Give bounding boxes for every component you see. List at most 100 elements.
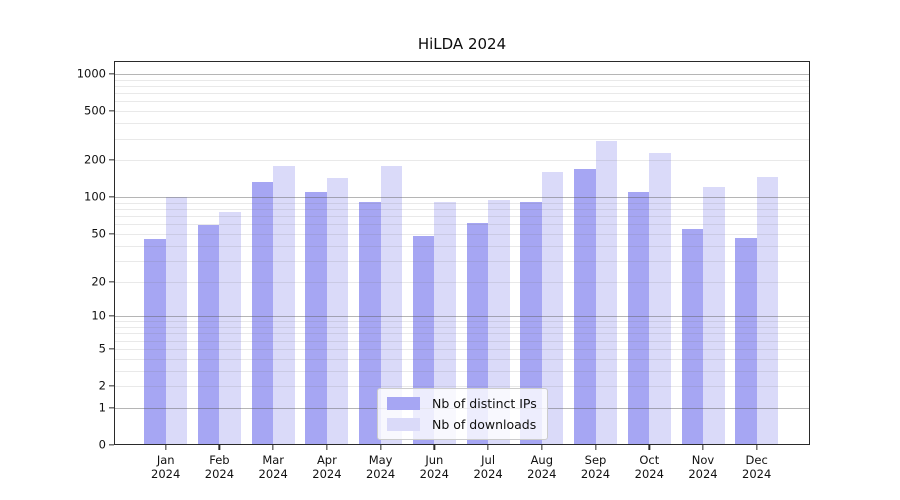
bar-distinct-ips-0 [144, 239, 166, 445]
gridline-90 [114, 202, 810, 204]
gridline-70 [114, 216, 810, 217]
gridline-20 [114, 281, 810, 283]
legend-item-distinct-ips: Nb of distinct IPs [387, 396, 537, 411]
bar-downloads-8 [595, 141, 618, 445]
bar-distinct-ips-7 [520, 201, 542, 445]
x-tick-mark-11 [756, 445, 758, 450]
x-tick-label-0: Jan 2024 [151, 453, 181, 481]
gridline-5 [114, 348, 810, 350]
y-tick-mark-200 [109, 159, 114, 161]
bar-downloads-1 [219, 212, 241, 445]
gridline-800 [114, 85, 810, 87]
gridline-80 [114, 209, 810, 210]
gridline-1000 [114, 73, 810, 75]
y-tick-mark-50 [109, 233, 114, 235]
bar-downloads-7 [541, 172, 564, 445]
legend-swatch-downloads [387, 418, 420, 431]
gridline-300 [114, 138, 810, 140]
gridline-900 [114, 79, 810, 81]
x-tick-mark-0 [165, 445, 167, 450]
x-tick-label-1: Feb 2024 [204, 453, 235, 481]
plot-area: Nb of distinct IPs Nb of downloads [114, 61, 810, 445]
y-tick-label-20: 20 [91, 273, 106, 288]
x-tick-label-6: Jul 2024 [473, 453, 503, 481]
y-tick-label-1: 1 [98, 400, 106, 415]
bar-downloads-3 [326, 178, 349, 445]
bar-distinct-ips-11 [735, 238, 757, 445]
x-tick-label-4: May 2024 [365, 453, 396, 481]
bar-distinct-ips-4 [359, 201, 381, 445]
bar-downloads-5 [434, 201, 456, 445]
gridline-9 [114, 321, 810, 323]
y-tick-label-500: 500 [84, 103, 106, 118]
y-tick-label-2: 2 [98, 378, 106, 393]
gridline-40 [114, 245, 810, 247]
bar-downloads-9 [649, 153, 671, 445]
y-tick-mark-100 [109, 196, 114, 198]
bar-distinct-ips-10 [681, 228, 703, 445]
y-tick-mark-20 [109, 280, 114, 283]
x-tick-label-5: Jun 2024 [419, 453, 449, 481]
x-tick-mark-5 [433, 445, 435, 450]
gridline-3 [114, 370, 810, 372]
gridline-6 [114, 340, 810, 342]
x-tick-label-8: Sep 2024 [580, 453, 611, 481]
bar-downloads-10 [703, 187, 725, 445]
bar-distinct-ips-1 [197, 225, 220, 445]
legend-label-downloads: Nb of downloads [432, 417, 537, 432]
bar-downloads-11 [756, 177, 779, 445]
x-tick-label-10: Nov 2024 [688, 453, 718, 481]
x-tick-label-9: Oct 2024 [634, 453, 664, 481]
y-tick-label-50: 50 [91, 226, 106, 241]
y-tick-mark-5 [109, 348, 114, 350]
bar-downloads-4 [380, 165, 403, 445]
gridline-100 [114, 197, 810, 199]
y-tick-label-0: 0 [98, 437, 106, 452]
y-tick-mark-2 [109, 385, 114, 387]
chart-title: HiLDA 2024 [417, 35, 507, 53]
x-tick-mark-8 [594, 445, 597, 450]
y-tick-label-10: 10 [91, 308, 106, 323]
y-tick-mark-500 [109, 110, 114, 112]
gridline-600 [114, 101, 810, 103]
legend-item-downloads: Nb of downloads [387, 417, 537, 432]
x-tick-label-7: Aug 2024 [527, 453, 557, 481]
gridline-30 [114, 260, 810, 262]
y-tick-label-100: 100 [84, 189, 106, 204]
y-tick-mark-1000 [109, 73, 114, 75]
y-tick-label-200: 200 [84, 152, 106, 167]
x-tick-mark-9 [648, 445, 650, 450]
legend-label-distinct-ips: Nb of distinct IPs [432, 396, 537, 411]
bar-downloads-0 [165, 197, 188, 445]
gridline-200 [114, 160, 810, 162]
x-tick-mark-3 [326, 445, 328, 450]
bar-distinct-ips-3 [305, 192, 327, 445]
gridline-500 [114, 111, 810, 113]
legend-swatch-distinct-ips [387, 397, 420, 410]
bar-downloads-2 [273, 165, 295, 445]
x-tick-label-2: Mar 2024 [258, 453, 288, 481]
x-tick-label-3: Apr 2024 [312, 453, 342, 481]
gridline-50 [114, 233, 810, 235]
gridline-8 [114, 327, 810, 328]
x-tick-label-11: Dec 2024 [742, 453, 772, 481]
gridline-400 [114, 123, 810, 124]
y-tick-label-5: 5 [98, 341, 106, 356]
gridline-60 [114, 224, 810, 226]
bar-distinct-ips-2 [251, 182, 274, 445]
legend: Nb of distinct IPs Nb of downloads [377, 388, 548, 440]
y-tick-mark-10 [109, 315, 114, 317]
x-tick-mark-2 [272, 445, 274, 450]
gridline-2 [114, 386, 810, 387]
x-tick-mark-1 [218, 445, 221, 450]
bar-distinct-ips-9 [627, 192, 650, 445]
gridline-10 [114, 316, 810, 318]
bar-downloads-6 [488, 200, 510, 445]
bar-distinct-ips-8 [574, 168, 596, 445]
x-tick-mark-7 [541, 445, 543, 450]
y-tick-label-1000: 1000 [76, 66, 106, 81]
x-tick-mark-10 [702, 445, 704, 450]
gridline-7 [114, 333, 810, 335]
x-tick-mark-4 [379, 445, 382, 450]
